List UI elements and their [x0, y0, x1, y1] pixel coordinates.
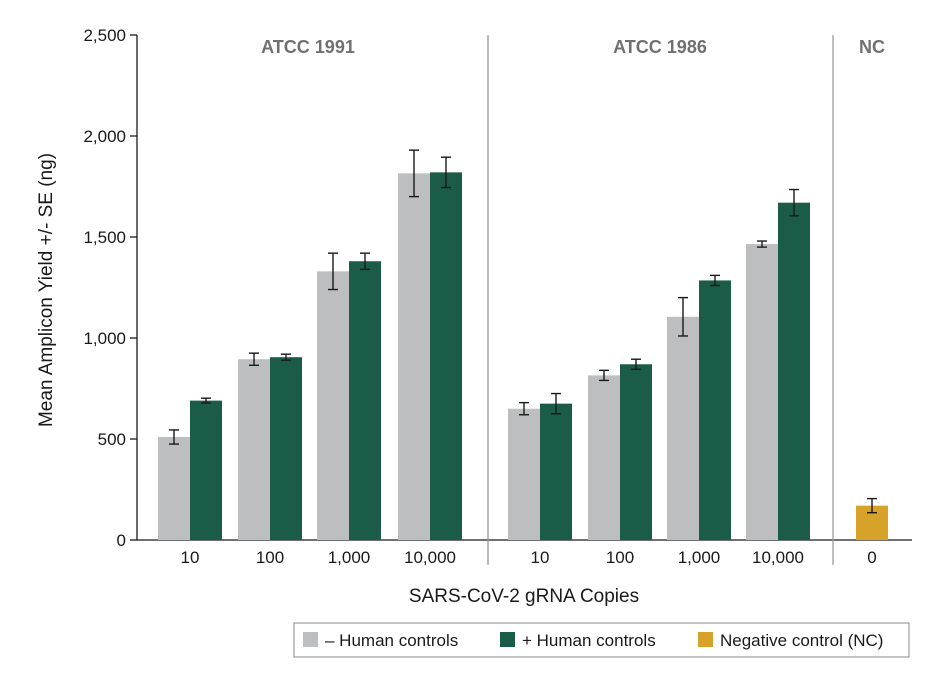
- bars: [158, 149, 888, 541]
- bar-minus_human: [238, 359, 270, 540]
- bar-plus_human: [699, 280, 731, 540]
- x-tick-label: 1,000: [328, 548, 371, 567]
- legend-label: + Human controls: [522, 631, 656, 650]
- x-tick-label: 100: [256, 548, 284, 567]
- y-tick-label: 500: [98, 430, 126, 449]
- bar-plus_human: [270, 357, 302, 540]
- x-tick-label: 10,000: [404, 548, 456, 567]
- legend-box: [293, 622, 910, 658]
- bar-plus_human: [778, 202, 810, 540]
- y-tick-label: 2,500: [83, 26, 126, 45]
- x-axis-title: SARS-CoV-2 gRNA Copies: [409, 586, 639, 607]
- x-tick-label: 10: [181, 548, 200, 567]
- bar-plus_human: [349, 261, 381, 540]
- group-title: NC: [859, 37, 885, 57]
- x-tick-label: 100: [606, 548, 634, 567]
- legend-label: Negative control (NC): [720, 631, 883, 650]
- bar-minus_human: [667, 316, 699, 540]
- bar-plus_human: [620, 364, 652, 540]
- x-tick-label: 10,000: [752, 548, 804, 567]
- y-tick-label: 1,500: [83, 228, 126, 247]
- y-tick-label: 0: [117, 531, 126, 550]
- group-titles: ATCC 1991 ATCC 1986 NC: [261, 37, 885, 57]
- bar-plus_human: [190, 400, 222, 540]
- legend: – Human controls + Human controls Negative…: [293, 622, 910, 658]
- legend-swatch-minus_human: [303, 632, 318, 647]
- y-tick-label: 2,000: [83, 127, 126, 146]
- y-tick-label: 1,000: [83, 329, 126, 348]
- legend-label: – Human controls: [325, 631, 458, 650]
- bar-minus_human: [317, 271, 349, 540]
- y-axis: 0 500 1,000 1,500 2,000 2,500: [83, 26, 138, 550]
- group-title: ATCC 1991: [261, 37, 355, 57]
- bar-minus_human: [746, 244, 778, 540]
- bar-minus_human: [588, 375, 620, 540]
- bar-plus_human: [430, 172, 462, 541]
- bar-minus_human: [158, 436, 190, 540]
- legend-swatch-plus_human: [500, 632, 515, 647]
- x-tick-label: 0: [867, 548, 876, 567]
- x-axis: 10 100 1,000 10,000 10 100 1,000 10,000 0: [137, 35, 912, 567]
- bar-plus_human: [540, 403, 572, 540]
- group-title: ATCC 1986: [613, 37, 707, 57]
- x-tick-label: 1,000: [678, 548, 721, 567]
- bar-minus_human: [398, 173, 430, 540]
- x-tick-label: 10: [531, 548, 550, 567]
- y-axis-title: Mean Amplicon Yield +/- SE (ng): [36, 153, 57, 427]
- bar-minus_human: [508, 408, 540, 540]
- legend-swatch-negative: [698, 632, 713, 647]
